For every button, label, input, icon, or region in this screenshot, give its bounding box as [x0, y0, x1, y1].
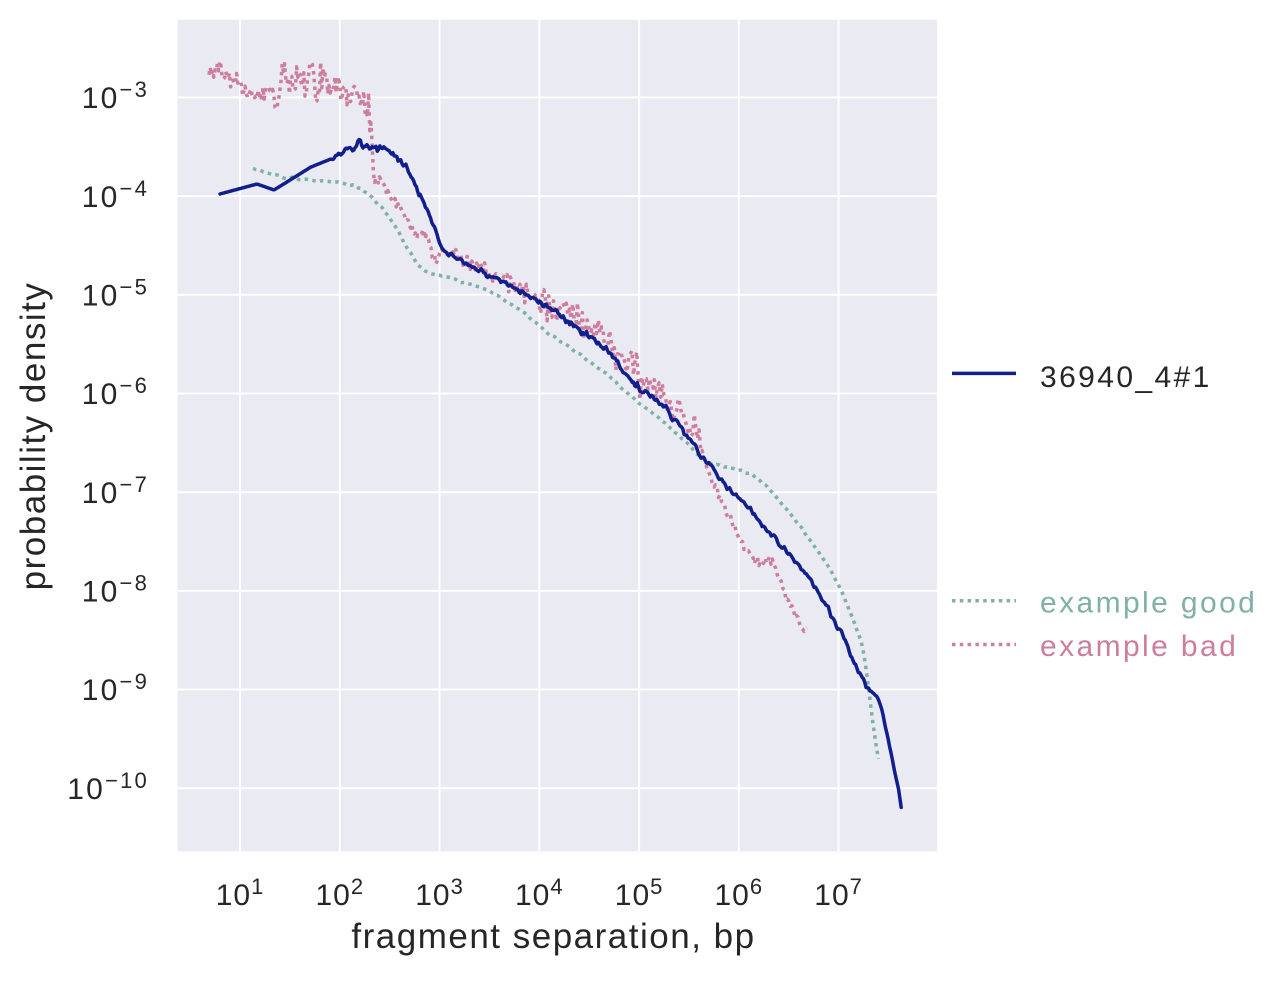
- svg-text:probability density: probability density: [14, 282, 53, 591]
- svg-text:103: 103: [415, 874, 464, 912]
- svg-text:example good: example good: [1040, 587, 1257, 620]
- svg-text:10−3: 10−3: [82, 77, 149, 115]
- svg-text:fragment separation, bp: fragment separation, bp: [351, 917, 755, 956]
- svg-text:10−7: 10−7: [82, 472, 149, 510]
- svg-text:example bad: example bad: [1040, 630, 1238, 663]
- svg-text:106: 106: [714, 874, 763, 912]
- svg-text:36940_4#1: 36940_4#1: [1040, 361, 1212, 394]
